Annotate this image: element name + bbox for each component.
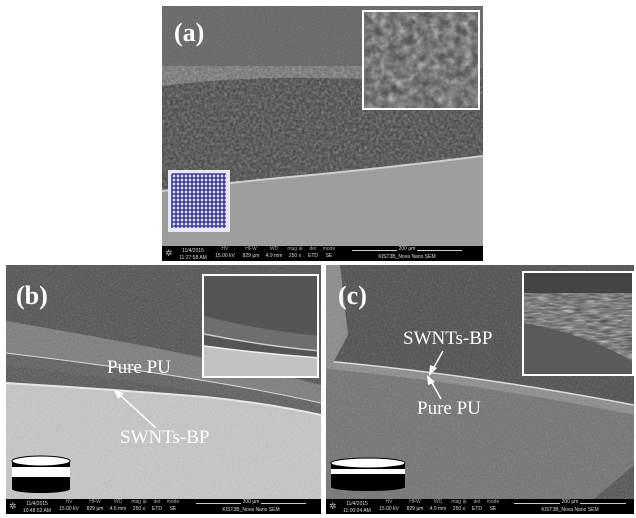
info-mag: 250 x [132, 506, 146, 512]
sem-panel-a: (a) ✲ 11/4/2015 11:27:58 AM HV 15.00 kV HF… [162, 6, 483, 261]
info-hv: 15.00 kV [215, 253, 235, 259]
inset-a [362, 10, 480, 110]
info-mag-head: mag ⊞ [131, 499, 147, 505]
info-time: 11:27:58 AM [179, 255, 207, 261]
layer-stack-icon [330, 457, 406, 496]
info-hfw-head: HFW [409, 499, 421, 505]
fei-logo-icon: ✲ [165, 248, 173, 258]
info-hv: 15.00 kV [379, 506, 399, 512]
label-swnts-bp-b: SWNTs-BP [120, 427, 210, 448]
info-wd-head: WD [433, 499, 443, 505]
info-hfw: 829 µm [86, 506, 104, 512]
info-mode-head: mode [486, 499, 500, 505]
info-det-head: det [473, 499, 481, 505]
info-time: 10:48:52 AM [22, 508, 52, 514]
sem-info-bar-b: ✲ 11/4/2015 10:48:52 AM HV 15.00 kV HFW 829… [6, 499, 321, 514]
instrument-label: KIST3B_Nova Nano SEM [378, 254, 436, 260]
info-mag: 250 x [452, 506, 466, 512]
sem-panel-c: (c) SWNTs-BP Pure PU ✲ [326, 265, 634, 514]
inset-c [522, 271, 634, 376]
info-hfw-head: HFW [245, 246, 257, 252]
info-wd: 4.6 mm [109, 506, 127, 512]
info-hfw: 829 µm [242, 253, 260, 259]
info-det: ETD [308, 253, 318, 259]
label-swnts-bp-c: SWNTs-BP [403, 328, 493, 349]
info-wd: 4.9 mm [265, 253, 283, 259]
scale-label: 200 µm [240, 499, 262, 505]
info-date: 11/4/2015 [26, 501, 48, 507]
info-hv-head: HV [65, 499, 73, 505]
instrument-label: KIST3B_Nova Nano SEM [222, 507, 280, 513]
inset-b [202, 274, 319, 378]
info-det: ETD [152, 506, 162, 512]
info-mode: SE [489, 506, 497, 512]
scale-bar-b: 200 µm KIST3B_Nova Nano SEM [196, 499, 306, 513]
sem-panel-b: (b) Pure PU SWNTs-BP ✲ 11/4/2015 10:48:52… [6, 265, 321, 514]
sem-info-bar-c: ✲ 11/4/2015 11:00:04 AM HV 15.00 kV HFW 829… [326, 499, 634, 514]
info-mag-head: mag ⊞ [287, 246, 303, 252]
info-mag: 250 x [288, 253, 302, 259]
info-mode-head: mode [166, 499, 180, 505]
info-hv-head: HV [221, 246, 229, 252]
info-mag-head: mag ⊞ [451, 499, 467, 505]
info-det: ETD [472, 506, 482, 512]
info-det-head: det [309, 246, 317, 252]
info-mode-head: mode [322, 246, 336, 252]
info-mode: SE [325, 253, 333, 259]
layer-stack-icon [11, 455, 71, 498]
grid-icon [168, 170, 230, 232]
arrow-c-bottom [427, 375, 442, 400]
info-wd: 4.9 mm [429, 506, 447, 512]
arrow-c-top [429, 350, 444, 376]
panel-label-c: (c) [338, 281, 367, 310]
info-wd-head: WD [113, 499, 123, 505]
info-date: 11/4/2015 [182, 248, 204, 254]
fei-logo-icon: ✲ [9, 501, 17, 511]
info-wd-head: WD [269, 246, 279, 252]
info-hv-head: HV [385, 499, 393, 505]
label-pure-pu-c: Pure PU [417, 398, 481, 419]
info-hfw-head: HFW [89, 499, 101, 505]
scale-bar-c: 200 µm KIST3B_Nova Nano SEM [514, 499, 626, 513]
arrow-b [114, 390, 157, 429]
scale-label: 200 µm [396, 246, 418, 252]
sem-info-bar-a: ✲ 11/4/2015 11:27:58 AM HV 15.00 kV HFW 829… [162, 246, 483, 261]
instrument-label: KIST3B_Nova Nano SEM [541, 507, 599, 513]
info-det-head: det [153, 499, 161, 505]
info-mode: SE [169, 506, 177, 512]
scale-bar-a: 200 µm KIST3B_Nova Nano SEM [352, 246, 462, 260]
scale-label: 200 µm [559, 499, 581, 505]
info-time: 11:00:04 AM [343, 508, 371, 514]
label-pure-pu-b: Pure PU [107, 357, 171, 378]
info-date: 11/4/2015 [346, 501, 368, 507]
panel-label-a: (a) [174, 18, 205, 47]
info-hfw: 829 µm [406, 506, 424, 512]
fei-logo-icon: ✲ [329, 501, 337, 511]
info-hv: 15.00 kV [59, 506, 79, 512]
panel-label-b: (b) [16, 281, 48, 310]
